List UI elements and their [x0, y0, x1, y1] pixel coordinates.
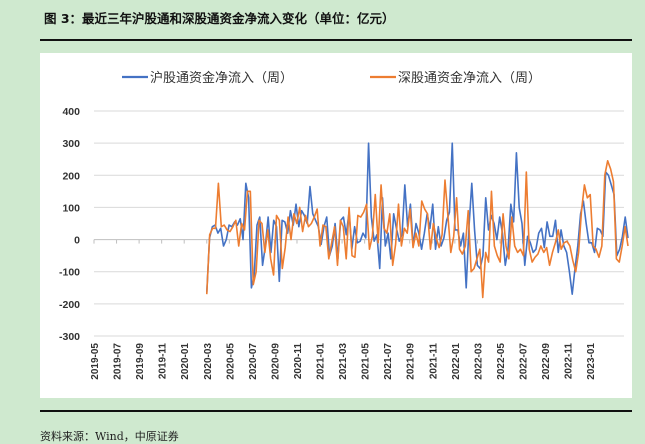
legend-label-shenzhen: 深股通资金净流入（周）	[398, 70, 541, 85]
y-tick-label: 400	[62, 106, 80, 118]
x-tick-label: 2021-11	[428, 343, 439, 380]
y-tick-label: 0	[74, 235, 80, 247]
y-tick-label: 300	[62, 138, 80, 150]
net-inflow-line-chart: 沪股通资金净流入（周） 深股通资金净流入（周） 400 300 200 100 0 -10…	[59, 70, 629, 380]
y-tick-label: 200	[62, 170, 80, 182]
series-line-shanghai	[205, 142, 629, 296]
x-tick-label: 2020-09	[270, 343, 281, 380]
x-tick-label: 2021-03	[338, 343, 349, 380]
y-tick-label: -100	[59, 267, 80, 279]
x-tick-label: 2021-07	[383, 343, 394, 380]
x-tick-label: 2023-01	[586, 343, 597, 380]
chart-area: 沪股通资金净流入（周） 深股通资金净流入（周） 400 300 200 100 0 -10…	[40, 53, 632, 398]
x-tick-label: 2021-09	[406, 343, 417, 380]
x-tick-label: 2020-05	[225, 343, 236, 380]
x-tick-label: 2019-07	[113, 343, 124, 380]
source-note: 资料来源：Wind，中原证券	[40, 430, 179, 443]
x-axis-ticks: 2019-05 2019-07 2019-09 2019-11 2020-01 2020-…	[90, 239, 597, 380]
x-tick-label: 2022-05	[496, 343, 507, 380]
footer-divider	[40, 410, 632, 412]
data-series	[205, 142, 629, 299]
series-line-shenzhen	[205, 160, 629, 299]
x-tick-label: 2021-05	[361, 343, 372, 380]
x-tick-label: 2020-01	[180, 343, 191, 380]
x-tick-label: 2019-11	[158, 343, 169, 380]
x-tick-label: 2022-03	[473, 343, 484, 380]
legend-label-shanghai: 沪股通资金净流入（周）	[150, 70, 293, 85]
y-axis-ticks: 400 300 200 100 0 -100 -200 -300	[59, 106, 80, 343]
y-tick-label: -300	[59, 331, 80, 343]
x-tick-label: 2019-09	[135, 343, 146, 380]
x-tick-label: 2020-11	[293, 343, 304, 380]
x-tick-label: 2020-03	[203, 343, 214, 380]
gridlines	[94, 110, 624, 337]
x-tick-label: 2022-11	[564, 343, 575, 380]
x-tick-label: 2022-09	[541, 343, 552, 380]
x-tick-label: 2020-07	[248, 343, 259, 380]
figure-title: 图 3：最近三年沪股通和深股通资金净流入变化（单位：亿元）	[44, 11, 395, 26]
x-tick-label: 2022-01	[451, 343, 462, 380]
x-tick-label: 2019-05	[90, 343, 101, 380]
x-tick-label: 2021-01	[316, 343, 327, 380]
chart-legend: 沪股通资金净流入（周） 深股通资金净流入（周）	[122, 70, 541, 85]
y-tick-label: -200	[59, 299, 80, 311]
title-divider	[40, 39, 632, 41]
x-tick-label: 2022-07	[519, 343, 530, 380]
y-tick-label: 100	[62, 202, 80, 214]
